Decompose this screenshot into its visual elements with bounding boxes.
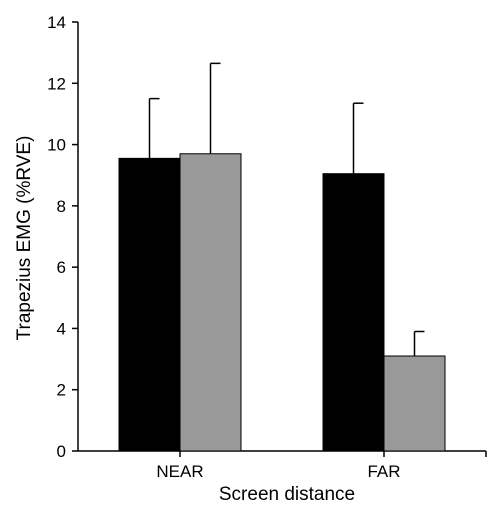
y-tick-label: 10 (47, 136, 66, 155)
x-axis-label: Screen distance (219, 484, 355, 505)
bar (383, 355, 446, 452)
y-tick-label: 14 (47, 13, 66, 32)
y-tick-label: 6 (57, 258, 66, 277)
y-tick-label: 12 (47, 74, 66, 93)
y-axis-label: Trapezius EMG (%RVE) (14, 136, 35, 341)
y-tick-label: 2 (57, 381, 66, 400)
y-tick-label: 8 (57, 197, 66, 216)
bar (179, 153, 242, 452)
y-tick-label: 0 (57, 442, 66, 461)
x-tick-label: NEAR (156, 462, 203, 481)
plot-area: 0 2 4 6 8 10 12 14 NEAR FAR (47, 13, 487, 481)
bar (322, 173, 385, 452)
bar (118, 157, 181, 452)
y-tick-label: 4 (57, 319, 66, 338)
x-tick-label: FAR (367, 462, 400, 481)
